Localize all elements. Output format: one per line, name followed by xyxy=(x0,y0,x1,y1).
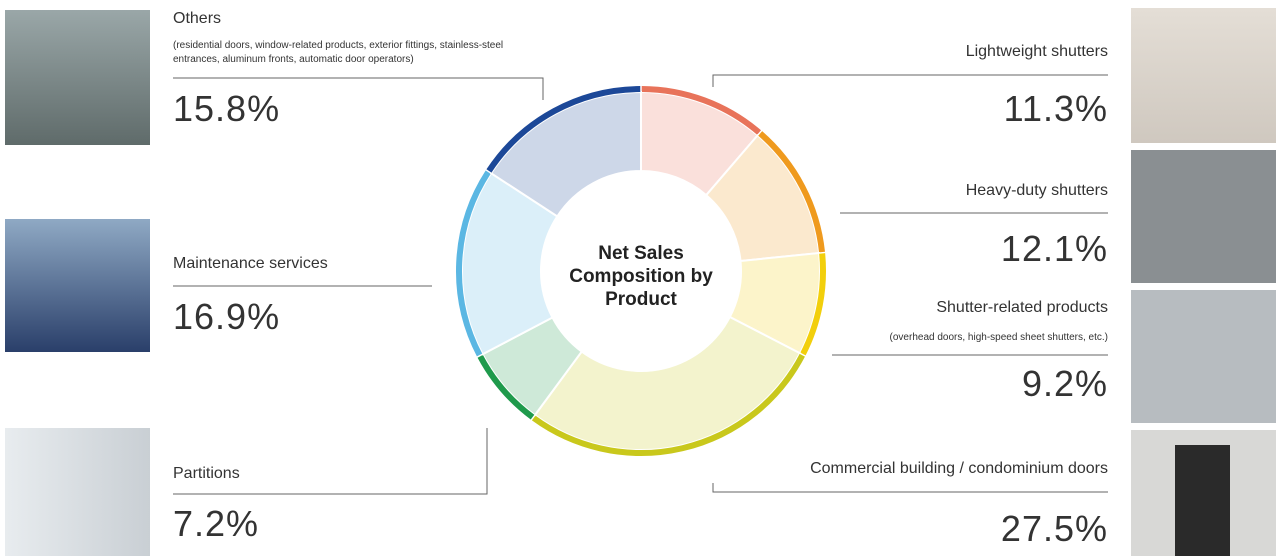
category-label: Maintenance services xyxy=(173,255,328,272)
slice xyxy=(489,90,642,218)
category-note: (residential doors, window-related produ… xyxy=(173,40,504,65)
slice-rim xyxy=(486,86,641,173)
leader-line xyxy=(712,483,1108,493)
slice-rim xyxy=(477,354,535,420)
category-label: Commercial building / condominium doors xyxy=(810,460,1108,477)
chart-title: Net Sales Composition by Product xyxy=(569,243,713,310)
value-label: 16.9% xyxy=(173,296,281,337)
photo xyxy=(1131,290,1276,423)
value-label: 7.2% xyxy=(173,503,260,544)
leader-line xyxy=(173,77,544,100)
slice-rim xyxy=(641,86,762,135)
slice-rim xyxy=(456,170,491,357)
category-label: Lightweight shutters xyxy=(965,43,1108,60)
photo xyxy=(5,10,150,145)
photo xyxy=(5,219,150,352)
value-label: 9.2% xyxy=(1021,363,1108,404)
slice-rim xyxy=(800,253,826,356)
category-note: (overhead doors, high-speed sheet shutte… xyxy=(889,332,1108,343)
leader-line xyxy=(712,74,1108,87)
slice xyxy=(533,315,802,451)
category-label: Heavy-duty shutters xyxy=(965,182,1108,199)
slice xyxy=(461,171,559,356)
slice-rim xyxy=(758,131,825,253)
photo xyxy=(1131,150,1276,283)
photo-detail xyxy=(1175,445,1230,556)
value-label: 27.5% xyxy=(1000,508,1108,549)
photo xyxy=(1131,8,1276,143)
category-label: Shutter-related products xyxy=(936,299,1108,316)
value-label: 11.3% xyxy=(1003,88,1108,129)
category-label: Others xyxy=(173,10,222,27)
value-label: 12.1% xyxy=(1000,228,1108,269)
category-label: Partitions xyxy=(173,465,240,482)
leader-line xyxy=(173,428,488,495)
value-label: 15.8% xyxy=(173,88,281,129)
slice-rim xyxy=(531,353,805,456)
photo xyxy=(5,428,150,556)
